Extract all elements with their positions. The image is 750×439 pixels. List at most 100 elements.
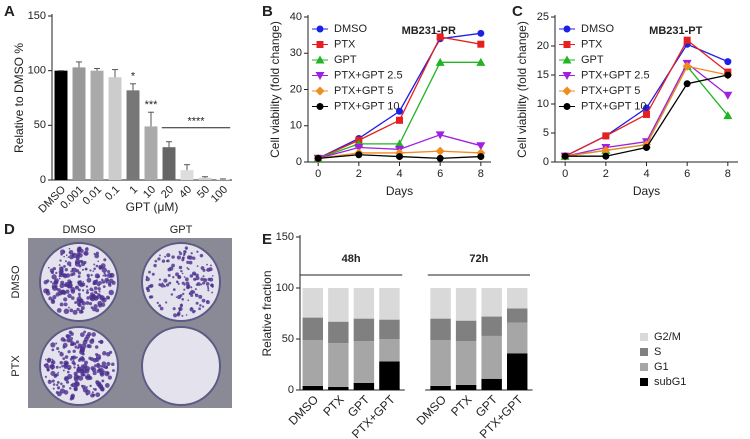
chart-title: MB231-PT — [649, 25, 702, 37]
x-tick-label: 4 — [396, 168, 402, 180]
marker — [643, 110, 650, 118]
colony — [81, 261, 86, 267]
colony — [202, 281, 206, 285]
colony — [203, 278, 206, 281]
colony — [145, 279, 148, 281]
colony — [163, 285, 166, 288]
legend-label: PTX+GPT 5 — [581, 85, 640, 97]
colony — [51, 274, 57, 280]
bar-segment — [328, 386, 349, 390]
bar-segment — [328, 343, 349, 387]
colony — [56, 391, 62, 397]
colony — [79, 259, 83, 263]
y-tick-label: 0 — [543, 156, 549, 168]
colony — [68, 281, 72, 285]
colony — [166, 259, 170, 263]
colony — [88, 375, 92, 380]
colony — [86, 289, 89, 292]
colony — [97, 260, 100, 263]
colony — [70, 273, 74, 277]
bar-segment — [353, 288, 375, 319]
colony — [45, 291, 51, 296]
colony — [84, 267, 88, 271]
colony — [184, 250, 187, 253]
colony — [61, 267, 64, 270]
x-tick-label: 2 — [356, 168, 362, 180]
colony — [175, 272, 180, 277]
colony — [65, 334, 70, 338]
colony — [95, 352, 99, 356]
error-bar — [94, 67, 100, 71]
colony — [52, 387, 55, 390]
colony — [145, 275, 149, 279]
colony — [163, 278, 168, 283]
bar-segment — [507, 353, 528, 390]
colony — [168, 281, 172, 285]
colony — [83, 346, 86, 350]
colony — [67, 350, 71, 354]
colony — [205, 282, 210, 286]
colony — [209, 277, 214, 282]
colony — [198, 307, 201, 311]
colony — [206, 285, 209, 288]
colony — [85, 291, 89, 294]
colony — [62, 290, 67, 295]
colony — [68, 250, 74, 255]
colony — [80, 306, 85, 311]
colony — [172, 307, 176, 311]
colony — [97, 287, 101, 291]
colony — [46, 279, 50, 283]
bar-segment — [353, 318, 375, 342]
colony — [62, 250, 66, 253]
marker — [477, 153, 485, 161]
marker — [435, 146, 445, 156]
colony — [186, 284, 191, 289]
colony — [112, 369, 115, 372]
bar — [180, 170, 194, 180]
legend-label: subG1 — [654, 376, 686, 388]
marker — [354, 144, 364, 152]
column-label: GPT — [170, 224, 193, 236]
marker — [683, 36, 691, 44]
colony — [51, 358, 54, 361]
colony — [83, 250, 89, 256]
colony — [66, 370, 70, 374]
colony — [102, 285, 106, 288]
colony — [46, 358, 51, 363]
colony — [183, 252, 186, 255]
significance-label: **** — [187, 116, 205, 128]
colony — [90, 306, 94, 310]
x-tick-label: 40 — [177, 184, 194, 201]
bar-segment — [379, 339, 400, 362]
colony — [56, 347, 60, 351]
marker — [316, 103, 324, 110]
marker — [477, 40, 485, 48]
error-bar — [220, 178, 226, 180]
legend-label: S — [654, 346, 661, 358]
x-axis-title: Days — [633, 184, 660, 198]
marker — [316, 25, 324, 33]
panel-label: A — [4, 3, 15, 20]
bar-segment — [302, 288, 323, 318]
colony — [207, 289, 210, 292]
colony — [65, 380, 70, 384]
x-tick-label: 6 — [684, 168, 690, 180]
error-bar — [184, 164, 190, 171]
colony — [195, 301, 199, 305]
colony — [182, 254, 185, 257]
colony — [62, 273, 68, 279]
bar — [144, 126, 158, 180]
x-tick-label: 20 — [159, 184, 176, 201]
colony — [65, 254, 68, 257]
colony — [58, 264, 61, 266]
x-tick-label: DMSO — [286, 392, 321, 427]
legend-swatch — [640, 363, 648, 371]
colony — [51, 367, 54, 370]
colony — [86, 247, 89, 250]
colony — [157, 257, 161, 261]
colony — [196, 282, 201, 286]
colony — [101, 361, 107, 366]
colony — [177, 275, 181, 279]
colony — [84, 340, 87, 343]
colony — [74, 301, 78, 304]
